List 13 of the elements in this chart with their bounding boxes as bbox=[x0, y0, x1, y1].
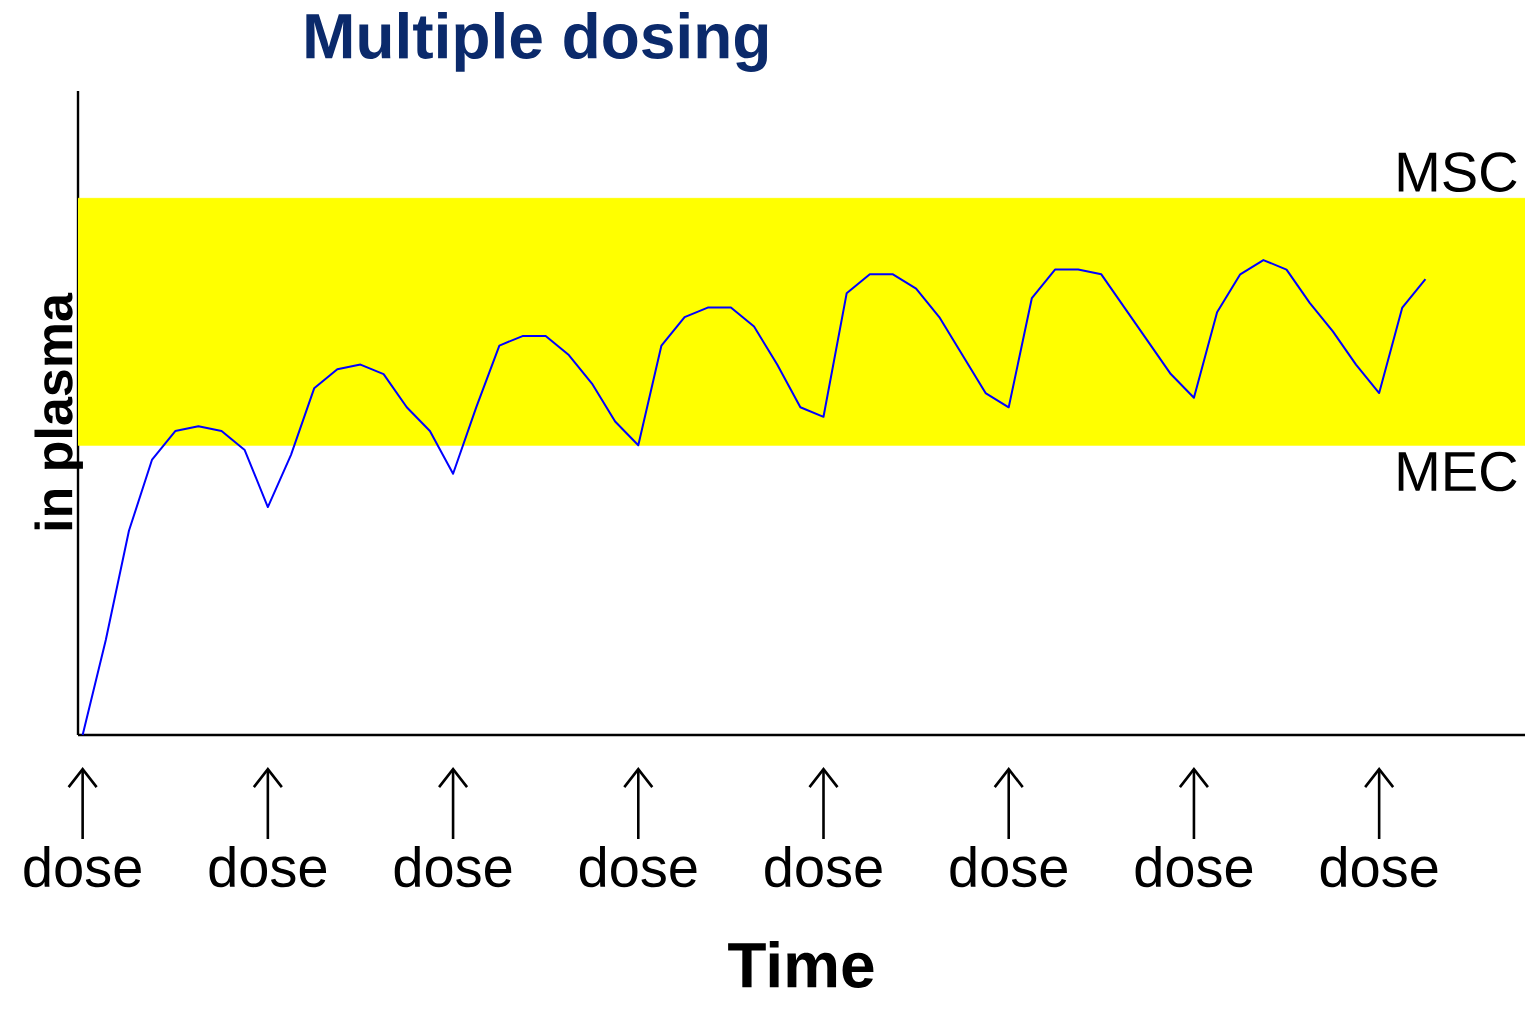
chart-title: Multiple dosing bbox=[306, 12, 768, 72]
x-tick-label: dose bbox=[950, 846, 1067, 888]
x-tick-label: dose bbox=[24, 846, 141, 888]
x-tick-label: dose bbox=[394, 846, 512, 888]
y-axis-title: in plasma bbox=[34, 292, 83, 530]
x-tick-label: dose bbox=[1320, 846, 1438, 888]
x-tick-label: dose bbox=[579, 846, 697, 888]
x-tick-label: dose bbox=[1135, 846, 1253, 888]
ref-line-label: MSC bbox=[1398, 152, 1517, 192]
x-axis-title: Time bbox=[728, 940, 874, 988]
ref-line-label: MEC bbox=[1398, 451, 1517, 492]
x-tick-label: dose bbox=[765, 846, 882, 888]
x-tick-label: dose bbox=[209, 846, 327, 888]
